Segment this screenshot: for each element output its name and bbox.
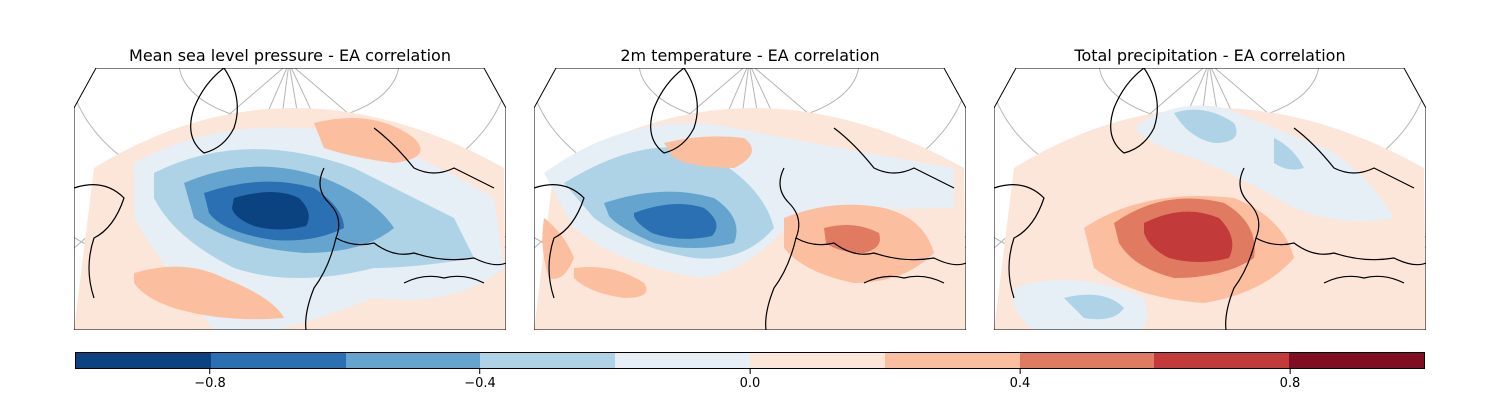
colorbar-segment [884,353,1020,368]
panel-title-t2m: 2m temperature - EA correlation [620,46,880,65]
colorbar-tick: 0.8 [1279,369,1301,391]
colorbar-segment [76,353,211,368]
map-mslp [74,68,506,330]
colorbar-tick-label: 0.0 [739,376,761,391]
colorbar-tick-label: −0.4 [464,376,496,391]
coastlines [74,68,506,330]
colorbar-segment [345,353,481,368]
colorbar-segment [210,353,346,368]
colorbar-tick-label: 0.4 [1009,376,1031,391]
colorbar-tick-label: −0.8 [194,376,226,391]
colorbar-segment [615,353,750,368]
colorbar-segment [1289,353,1424,368]
panel-t2m: 2m temperature - EA correlation [534,40,966,332]
colorbar-tick: −0.8 [194,369,226,391]
colorbar-tick-label: 0.8 [1279,376,1301,391]
colorbar-tick: 0.4 [1009,369,1031,391]
colorbar [75,352,1425,369]
map-t2m [534,68,966,330]
panel-title-tp: Total precipitation - EA correlation [1074,46,1346,65]
map-tp [994,68,1426,330]
colorbar-segment [480,353,616,368]
colorbar-ticks: −0.8 −0.4 0.0 0.4 0.8 [75,369,1425,399]
colorbar-segment [1154,353,1290,368]
colorbar-segment [1019,353,1155,368]
colorbar-tick: 0.0 [739,369,761,391]
colorbar-tick: −0.4 [464,369,496,391]
panel-tp: Total precipitation - EA correlation [994,40,1426,332]
colorbar-segment [749,353,885,368]
panel-title-mslp: Mean sea level pressure - EA correlation [129,46,451,65]
panel-mslp: Mean sea level pressure - EA correlation [74,40,506,332]
